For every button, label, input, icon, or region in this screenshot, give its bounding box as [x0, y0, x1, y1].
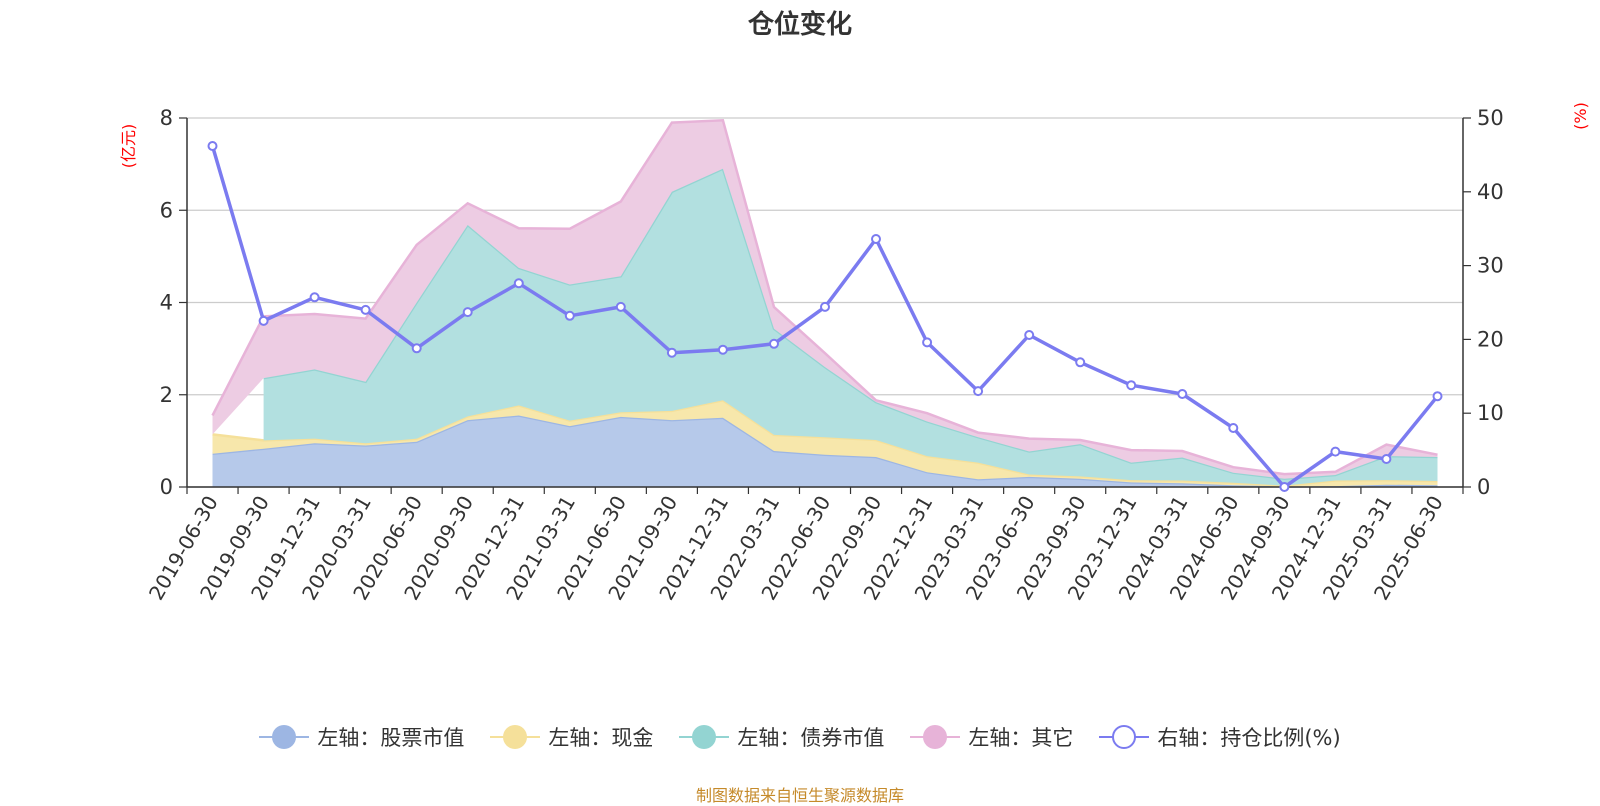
ratio-point: [513, 278, 524, 289]
right-tick-label: 50: [1477, 106, 1504, 130]
area-2: [263, 168, 1438, 486]
legend-label: 左轴：其它: [968, 726, 1074, 750]
ratio-point: [717, 344, 728, 355]
ratio-point: [411, 343, 422, 354]
left-tick-label: 0: [160, 475, 173, 499]
ratio-point: [922, 337, 933, 348]
legend-label: 右轴：持仓比例(%): [1157, 726, 1341, 750]
legend-item[interactable]: 右轴：持仓比例(%): [1099, 722, 1341, 752]
ratio-point: [1330, 446, 1341, 457]
ratio-point: [1075, 357, 1086, 368]
ratio-point: [207, 141, 218, 151]
legend-swatch: [679, 724, 730, 750]
ratio-point: [1177, 389, 1188, 399]
area-0: [212, 415, 1438, 487]
legend-swatch: [1099, 724, 1150, 750]
ratio-point: [615, 301, 626, 312]
left-axis-unit-label: (亿元): [119, 124, 138, 169]
ratio-point: [1024, 330, 1035, 340]
legend-label: 左轴：债券市值: [737, 726, 885, 750]
ratio-point: [564, 310, 575, 321]
ratio-point: [666, 347, 677, 358]
ratio-point: [820, 301, 830, 312]
legend-swatch: [910, 724, 961, 750]
legend-label: 左轴：股票市值: [317, 726, 465, 750]
ratio-point: [360, 304, 371, 315]
ratio-point: [1228, 423, 1239, 433]
ratio-point: [1381, 454, 1392, 464]
left-tick-label: 8: [160, 106, 173, 130]
right-tick-label: 30: [1477, 254, 1504, 278]
area-edge-3: [211, 119, 1438, 476]
legend-item[interactable]: 左轴：现金: [490, 722, 653, 752]
right-tick-label: 20: [1477, 327, 1504, 351]
left-tick-label: 2: [160, 383, 173, 407]
legend-item[interactable]: 左轴：债券市值: [679, 722, 884, 752]
legend-swatch: [259, 724, 310, 750]
ratio-point: [309, 292, 320, 303]
area-1: [212, 400, 1438, 487]
ratio-line: [207, 141, 1443, 492]
stacked-areas: [211, 119, 1438, 488]
legend: 左轴：股票市值 左轴：现金 左轴：债券市值 左轴：其它 右轴：持仓比例(%): [0, 722, 1600, 752]
legend-item[interactable]: 左轴：股票市值: [259, 722, 464, 752]
ratio-point: [1432, 391, 1443, 402]
chart-title: 仓位变化: [747, 10, 852, 40]
right-tick-label: 10: [1477, 401, 1504, 425]
right-axis-unit-label: (%): [1571, 102, 1590, 130]
legend-item[interactable]: 左轴：其它: [910, 722, 1073, 752]
ratio-point: [769, 338, 779, 349]
left-tick-label: 6: [160, 198, 173, 222]
ratio-point: [1279, 482, 1290, 492]
ratio-point: [462, 307, 473, 318]
source-note: 制图数据来自恒生聚源数据库: [695, 786, 904, 805]
right-tick-label: 40: [1477, 180, 1504, 204]
legend-swatch: [490, 724, 541, 750]
ratio-point: [871, 234, 881, 244]
right-tick-label: 0: [1477, 475, 1490, 499]
ratio-point: [973, 386, 984, 397]
axes: [179, 117, 1471, 494]
legend-label: 左轴：现金: [548, 726, 654, 750]
ratio-point: [1126, 380, 1137, 391]
left-tick-label: 4: [160, 291, 173, 315]
ratio-point: [258, 315, 269, 326]
